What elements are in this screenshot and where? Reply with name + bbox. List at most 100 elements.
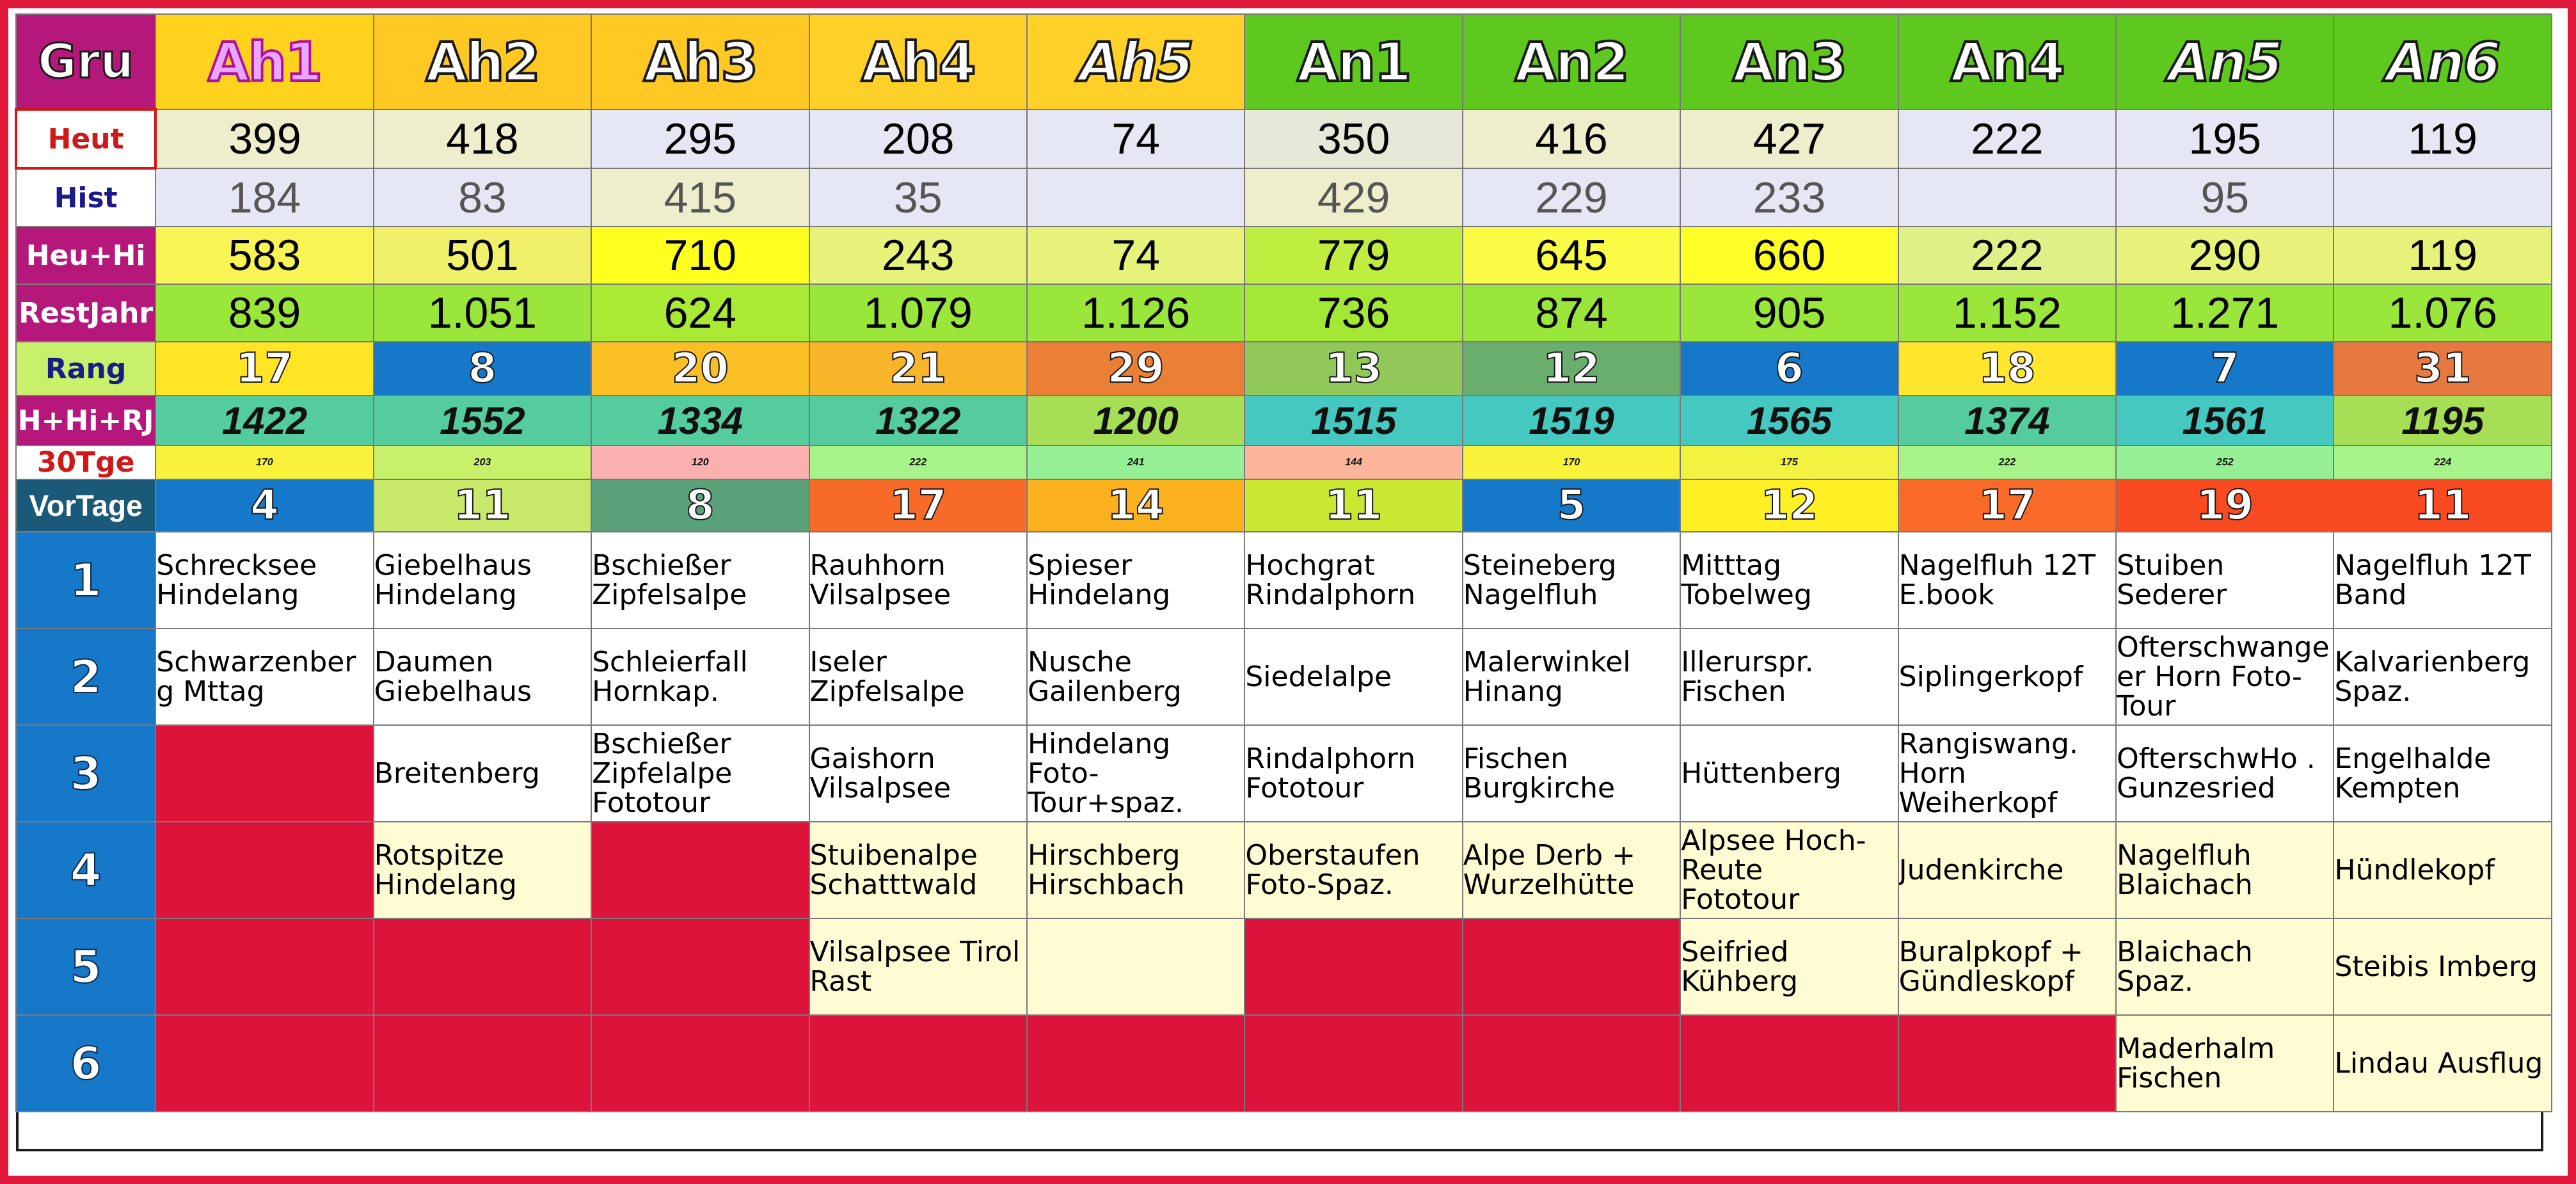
group-header-an3[interactable]: An3 <box>1680 13 1899 110</box>
tour-cell[interactable]: Mitttag Tobelweg <box>1680 531 1899 629</box>
tour-cell[interactable]: Kalvarienberg Spaz. <box>2333 628 2552 726</box>
tour-cell[interactable]: Ofterschwange er Horn Foto- Tour <box>2115 628 2335 726</box>
tour-cell[interactable]: Bschießer Zipfelalpe Fototour <box>591 724 810 822</box>
tour-name-line: Fischen <box>2117 1061 2222 1094</box>
tour-statistics-table: Gru Ah1 Ah2 Ah3 Ah4 Ah5 An1 An2 An3 An4 An5 An6 Heut… <box>14 13 2552 1112</box>
tour-cell[interactable]: Gaishorn Vilsalpsee <box>808 724 1028 822</box>
tour-cell[interactable]: Rindalphorn Fototour <box>1244 724 1463 822</box>
tour-name-line: Judenkirche <box>1898 853 2064 886</box>
tour-cell[interactable]: Schrecksee Hindelang <box>155 531 374 629</box>
group-header-ah5[interactable]: Ah5 <box>1026 13 1246 110</box>
group-header-ah3[interactable]: Ah3 <box>591 13 810 110</box>
tour-cell[interactable]: Stuiben Sederer <box>2115 531 2335 629</box>
tour-name-line: Stuiben <box>2117 548 2225 582</box>
tour-cell[interactable]: Engelhalde Kempten <box>2333 724 2552 822</box>
empty-cell <box>591 918 810 1016</box>
tour-cell[interactable]: Schleierfall Hornkap. <box>591 628 810 726</box>
stat-cell: 170 <box>155 445 374 480</box>
tour-name-line: Nagelfluh <box>2117 838 2252 872</box>
group-header-an6[interactable]: An6 <box>2333 13 2552 110</box>
tour-cell[interactable]: Rauhhorn Vilsalpsee <box>808 531 1028 629</box>
tour-name-line: Wurzelhütte <box>1463 868 1635 901</box>
tour-cell[interactable]: Hüttenberg <box>1680 724 1899 822</box>
stat-cell: 1.076 <box>2333 284 2552 342</box>
tour-cell[interactable]: Hindelang Foto- Tour+spaz. <box>1026 724 1246 822</box>
tour-cell[interactable]: Iseler Zipfelsalpe <box>808 628 1028 726</box>
tour-cell[interactable]: Malerwinkel Hinang <box>1461 628 1682 726</box>
tour-cell[interactable]: Hündlekopf <box>2333 821 2552 919</box>
group-header-ah1[interactable]: Ah1 <box>155 13 374 110</box>
tour-cell[interactable]: Breitenberg <box>372 724 592 822</box>
stat-cell: 295 <box>591 109 810 169</box>
tour-cell[interactable]: Nusche Gailenberg <box>1026 628 1246 726</box>
stat-cell: 583 <box>155 226 374 285</box>
tour-cell[interactable]: Illerurspr. Fischen <box>1680 628 1899 726</box>
empty-cell <box>1244 1014 1463 1112</box>
tour-cell[interactable]: Blaichach Spaz. <box>2115 918 2335 1016</box>
tour-cell[interactable]: Maderhalm Fischen <box>2115 1014 2335 1112</box>
stat-cell: 501 <box>372 226 592 285</box>
tour-cell[interactable]: Rotspitze Hindelang <box>372 821 592 919</box>
tour-cell[interactable]: Vilsalpsee Tirol Rast <box>808 918 1028 1016</box>
stat-cell: 19 <box>2115 479 2335 532</box>
tour-name-line: Blaichach <box>2117 935 2253 968</box>
tour-cell[interactable]: Nagelfluh 12T Band <box>2333 531 2552 629</box>
stat-cell: 224 <box>2333 445 2552 480</box>
tour-name-line: Vilsalpsee <box>809 771 951 804</box>
tour-name-line: Kühberg <box>1681 964 1798 998</box>
tour-row-2: 2 Schwarzenber g Mttag Daumen Giebelhaus Schl… <box>15 628 2552 726</box>
tour-cell[interactable]: Oberstaufen Foto-Spaz. <box>1244 821 1463 919</box>
tour-cell[interactable]: Hochgrat Rindalphorn <box>1244 531 1463 629</box>
stat-cell: 233 <box>1680 168 1899 227</box>
tour-name-line: Reute <box>1681 853 1763 886</box>
tour-cell[interactable]: Judenkirche <box>1897 821 2117 919</box>
group-header-ah4[interactable]: Ah4 <box>808 13 1028 110</box>
tour-name-line: Gailenberg <box>1027 675 1182 708</box>
header-row: Gru Ah1 Ah2 Ah3 Ah4 Ah5 An1 An2 An3 An4 An5 An6 <box>15 13 2552 110</box>
tour-cell[interactable]: Daumen Giebelhaus <box>372 628 592 726</box>
tour-name-line: Nusche <box>1027 645 1132 678</box>
empty-cell <box>1026 918 1246 1016</box>
tour-cell[interactable]: Buralpkopf + Gündleskopf <box>1897 918 2117 1016</box>
tour-cell[interactable]: Siedelalpe <box>1244 628 1463 726</box>
stat-cell: 290 <box>2115 226 2335 285</box>
stat-cell: 427 <box>1680 109 1899 169</box>
tour-name-line: Oberstaufen <box>1245 838 1420 872</box>
stat-cell: 170 <box>1461 445 1682 480</box>
tour-cell[interactable]: Siplingerkopf <box>1897 628 2117 726</box>
empty-cell <box>591 821 810 919</box>
tour-cell[interactable]: Stuibenalpe Schatttwald <box>808 821 1028 919</box>
tour-cell[interactable]: Fischen Burgkirche <box>1461 724 1682 822</box>
tour-name-line: Kalvarienberg <box>2334 645 2531 678</box>
tour-cell[interactable]: Nagelfluh Blaichach <box>2115 821 2335 919</box>
tour-cell[interactable]: OfterschwHo . Gunzesried <box>2115 724 2335 822</box>
stat-cell: 1322 <box>808 395 1028 446</box>
tour-cell[interactable]: Hirschberg Hirschbach <box>1026 821 1246 919</box>
tour-cell[interactable]: Giebelhaus Hindelang <box>372 531 592 629</box>
tour-cell[interactable]: Rangiswang. Horn Weiherkopf <box>1897 724 2117 822</box>
tour-cell[interactable]: Spieser Hindelang <box>1026 531 1246 629</box>
tour-cell[interactable]: Lindau Ausflug <box>2333 1014 2552 1112</box>
tour-cell[interactable]: Bschießer Zipfelsalpe <box>591 531 810 629</box>
tour-row-number: 6 <box>15 1014 157 1112</box>
tour-name-line: Nagelfluh <box>1463 578 1598 611</box>
tour-name-line: Vilsalpsee Tirol <box>809 935 1021 968</box>
tour-cell[interactable]: Alpe Derb + Wurzelhütte <box>1461 821 1682 919</box>
group-header-ah2[interactable]: Ah2 <box>372 13 592 110</box>
stat-cell: 11 <box>2333 479 2552 532</box>
stat-cell: 18 <box>1897 341 2117 396</box>
group-header-an2[interactable]: An2 <box>1461 13 1682 110</box>
tour-cell[interactable]: Seifried Kühberg <box>1680 918 1899 1016</box>
tour-row-3: 3 Breitenberg Bschießer Zipfelalpe Fototour G… <box>15 724 2552 822</box>
stat-cell: 1515 <box>1244 395 1463 446</box>
group-header-an4[interactable]: An4 <box>1897 13 2117 110</box>
group-header-an5[interactable]: An5 <box>2115 13 2335 110</box>
tour-cell[interactable]: Schwarzenber g Mttag <box>155 628 374 726</box>
tour-name-line: Malerwinkel <box>1463 645 1631 678</box>
tour-cell[interactable]: Nagelfluh 12T E.book <box>1897 531 2117 629</box>
group-header-an1[interactable]: An1 <box>1244 13 1463 110</box>
tour-cell[interactable]: Steineberg Nagelfluh <box>1461 531 1682 629</box>
tour-cell[interactable]: Steibis Imberg <box>2333 918 2552 1016</box>
stat-cell: 8 <box>372 341 592 396</box>
tour-cell[interactable]: Alpsee Hoch- Reute Fototour <box>1680 821 1899 919</box>
